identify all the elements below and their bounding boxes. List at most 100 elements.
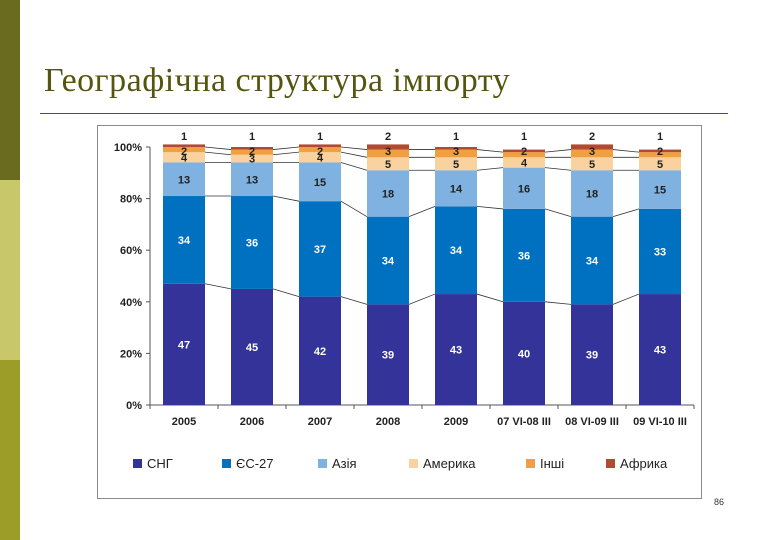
data-label: 18 bbox=[382, 188, 394, 200]
side-bar-middle bbox=[0, 180, 20, 360]
bar-segment bbox=[571, 144, 613, 150]
bar-segment bbox=[163, 147, 205, 153]
legend-label: Азія bbox=[332, 456, 357, 471]
data-label: 5 bbox=[589, 159, 595, 171]
bar-segment bbox=[503, 149, 545, 153]
data-label: 34 bbox=[450, 245, 463, 257]
data-label: 3 bbox=[249, 154, 255, 166]
bar-segment bbox=[163, 162, 205, 197]
data-label: 1 bbox=[453, 131, 459, 143]
bar-segment bbox=[503, 152, 545, 158]
legend-label: Інші bbox=[540, 456, 564, 471]
data-label: 2 bbox=[589, 131, 595, 143]
y-tick-label: 80% bbox=[120, 194, 142, 206]
bar-segment bbox=[571, 170, 613, 217]
bar-segment bbox=[639, 294, 681, 405]
data-label: 45 bbox=[246, 342, 258, 354]
data-label: 5 bbox=[453, 159, 459, 171]
y-tick-label: 60% bbox=[120, 245, 142, 257]
series-connector-line bbox=[272, 151, 300, 156]
bar-segment bbox=[639, 149, 681, 153]
bar-segment bbox=[367, 144, 409, 150]
data-label: 3 bbox=[453, 146, 459, 158]
bar-segment bbox=[367, 304, 409, 405]
series-connector-line bbox=[612, 293, 640, 305]
series-connector-line bbox=[476, 149, 504, 153]
bar-segment bbox=[367, 157, 409, 171]
bar-segment bbox=[231, 196, 273, 289]
series-connector-line bbox=[340, 200, 368, 218]
legend-label: Америка bbox=[423, 456, 476, 471]
series-connector-line bbox=[476, 167, 504, 171]
data-label: 34 bbox=[586, 256, 599, 268]
data-label: 1 bbox=[657, 131, 663, 143]
data-label: 37 bbox=[314, 244, 326, 256]
data-label: 13 bbox=[246, 174, 258, 186]
data-label: 36 bbox=[246, 237, 258, 249]
series-connector-line bbox=[204, 283, 232, 290]
bar-segment bbox=[571, 304, 613, 405]
bar-segment bbox=[299, 152, 341, 163]
data-label: 47 bbox=[178, 339, 190, 351]
series-connector-line bbox=[340, 146, 368, 150]
data-label: 33 bbox=[654, 246, 666, 258]
data-label: 43 bbox=[654, 345, 666, 357]
slide-title: Географічна структура імпорту bbox=[44, 62, 511, 99]
bar-segment bbox=[231, 154, 273, 163]
title-underline bbox=[40, 113, 728, 114]
bar-segment bbox=[435, 206, 477, 295]
data-label: 42 bbox=[314, 346, 326, 358]
bar-segment bbox=[503, 208, 545, 302]
data-label: 39 bbox=[586, 350, 598, 362]
y-tick-label: 40% bbox=[120, 297, 142, 309]
bar-segment bbox=[435, 294, 477, 405]
x-tick-label: 08 VI-09 III bbox=[565, 416, 619, 428]
series-connector-line bbox=[408, 293, 436, 305]
legend-swatch bbox=[318, 459, 327, 468]
series-connector-line bbox=[204, 146, 232, 150]
bar-segment bbox=[639, 208, 681, 295]
bar-segment bbox=[231, 288, 273, 405]
bar-segment bbox=[299, 296, 341, 405]
y-tick-label: 20% bbox=[120, 348, 142, 360]
data-label: 4 bbox=[521, 157, 528, 169]
series-connector-line bbox=[340, 296, 368, 305]
legend-swatch bbox=[606, 459, 615, 468]
bar-segment bbox=[163, 152, 205, 163]
x-tick-label: 07 VI-08 III bbox=[497, 416, 551, 428]
bar-segment bbox=[231, 162, 273, 197]
series-connector-line bbox=[340, 162, 368, 171]
data-label: 15 bbox=[314, 177, 326, 189]
slide-number: 86 bbox=[714, 497, 725, 507]
bar-segment bbox=[435, 149, 477, 158]
series-connector-line bbox=[340, 151, 368, 158]
series-connector-line bbox=[272, 195, 300, 202]
data-label: 5 bbox=[385, 159, 391, 171]
series-connector-line bbox=[612, 149, 640, 153]
series-connector-line bbox=[544, 301, 572, 305]
data-label: 2 bbox=[181, 146, 187, 158]
bar-segment bbox=[503, 301, 545, 405]
data-label: 1 bbox=[249, 131, 255, 143]
bar-segment bbox=[299, 144, 341, 147]
bar-segment bbox=[231, 147, 273, 150]
bar-segment bbox=[435, 157, 477, 171]
series-connector-line bbox=[476, 205, 504, 210]
series-connector-line bbox=[272, 146, 300, 150]
series-connector-line bbox=[408, 205, 436, 218]
data-label: 2 bbox=[657, 146, 663, 158]
bar-segment bbox=[503, 157, 545, 168]
data-label: 3 bbox=[385, 146, 391, 158]
side-bar-top bbox=[0, 0, 20, 180]
series-connector-line bbox=[204, 151, 232, 156]
bar-segment bbox=[163, 196, 205, 284]
data-label: 4 bbox=[181, 152, 188, 164]
bar-segment bbox=[231, 149, 273, 155]
series-connector-line bbox=[544, 208, 572, 218]
series-connector-line bbox=[544, 149, 572, 153]
legend-swatch bbox=[222, 459, 231, 468]
data-label: 43 bbox=[450, 345, 462, 357]
bar-segment bbox=[571, 216, 613, 305]
bar-segment bbox=[639, 170, 681, 209]
